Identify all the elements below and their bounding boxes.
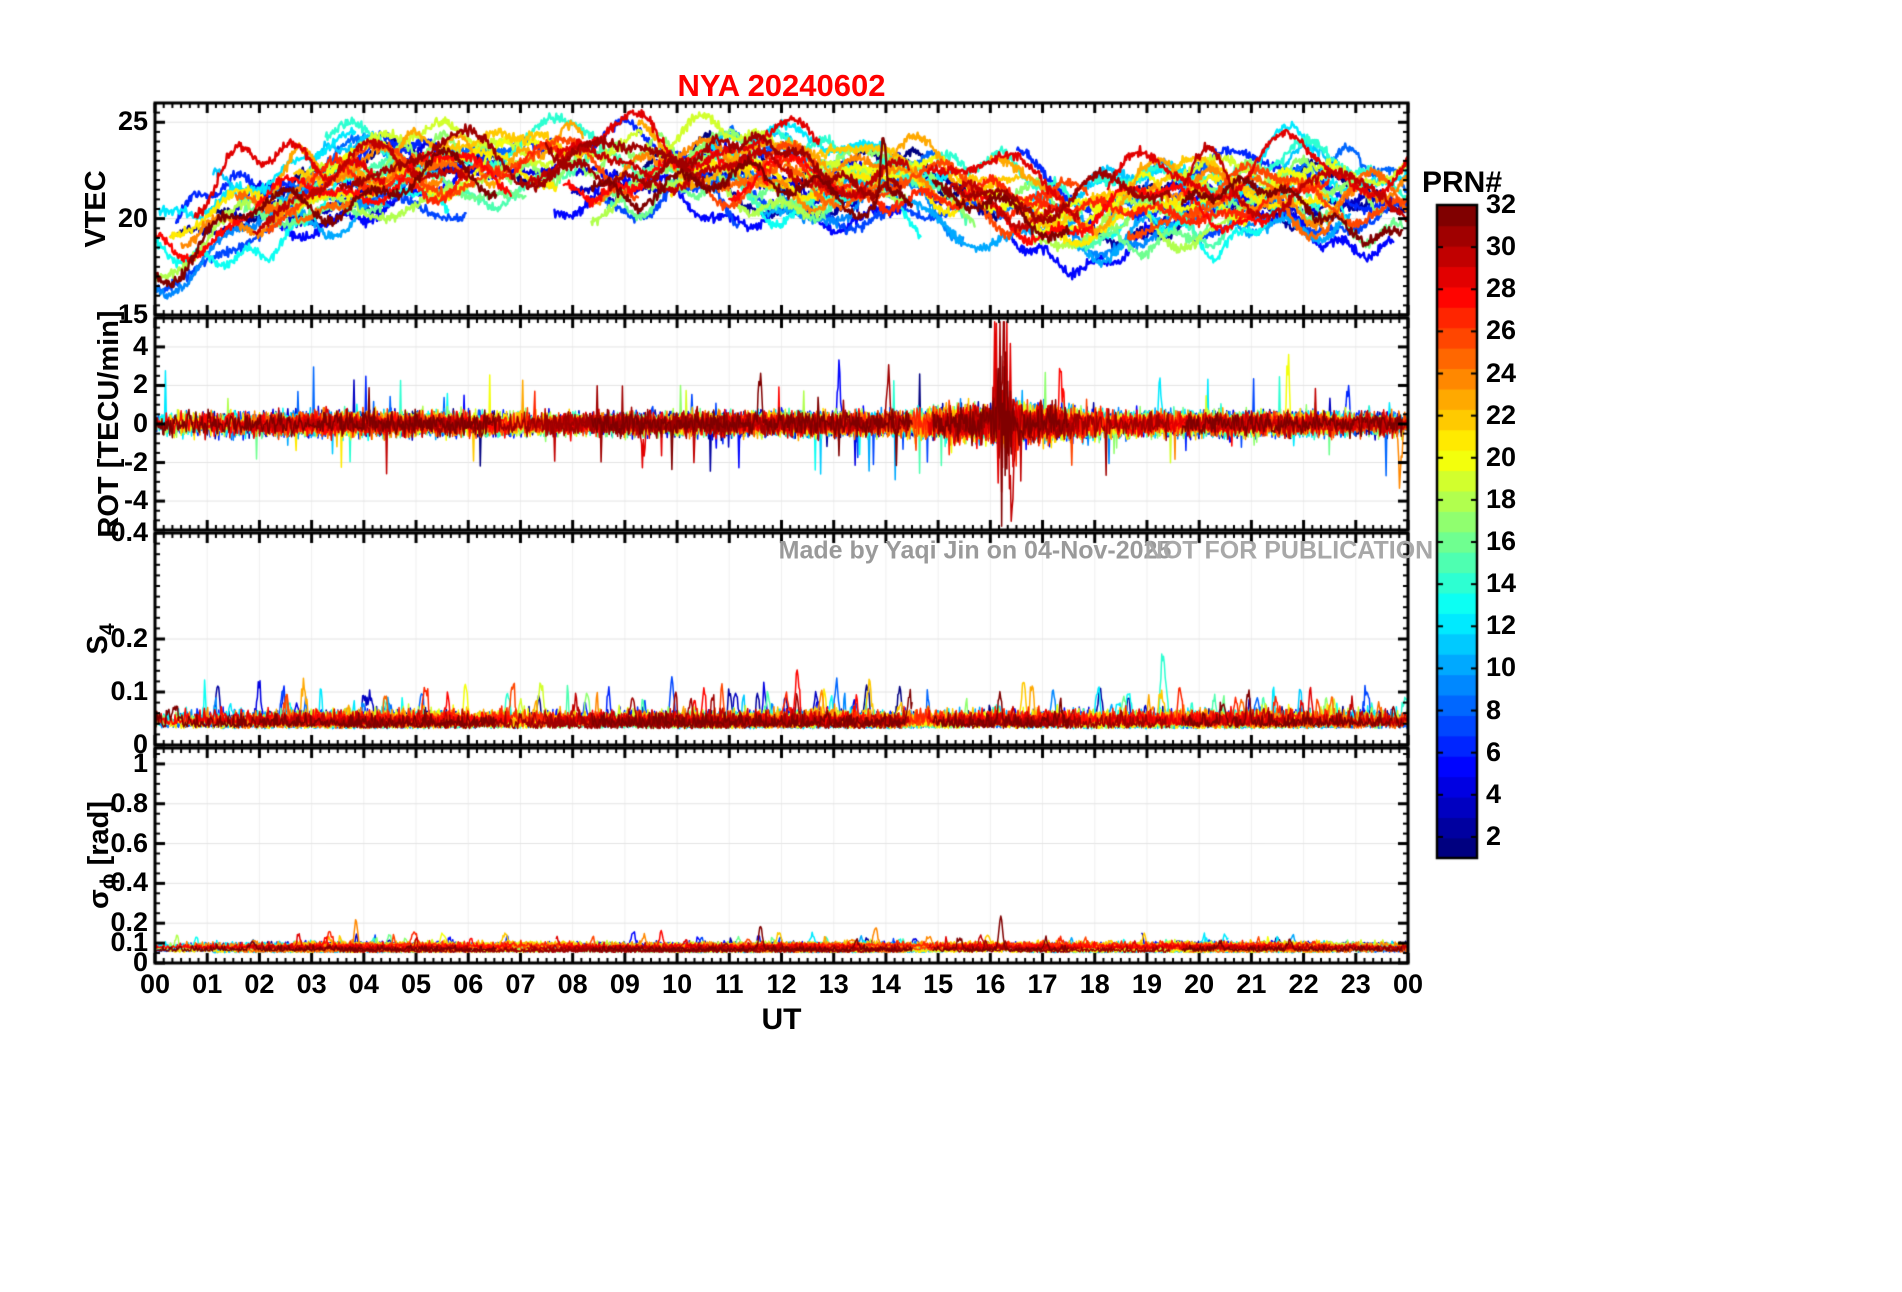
watermark-credit: Made by Yaqi Jin on 04-Nov-2025: [778, 536, 1172, 565]
y-tick-label: 0.1: [110, 676, 148, 706]
x-tick-label: 15: [923, 969, 954, 999]
y-tick-label: 0: [132, 947, 148, 977]
y-tick-label: 0.8: [110, 787, 148, 818]
y-tick-label: 4: [132, 330, 148, 361]
y-tick-label: 0.1: [110, 927, 148, 958]
x-tick-label: 04: [348, 969, 379, 999]
y-tick-label: 20: [117, 202, 148, 233]
x-tick-label: 09: [609, 969, 640, 999]
y-tick-label: 0.2: [110, 907, 148, 938]
colorbar-tick-label: 30: [1486, 231, 1517, 262]
x-tick-label: 22: [1288, 969, 1319, 999]
y-tick-label: 0.4: [110, 867, 148, 898]
x-tick-label: 01: [192, 969, 223, 999]
x-tick-label: 21: [1236, 969, 1267, 999]
x-tick-label: 00: [139, 969, 171, 999]
x-tick-label: 00: [1392, 969, 1424, 999]
y-tick-label: 0: [132, 729, 148, 759]
chart-title: NYA 20240602: [677, 68, 886, 103]
x-axis-label: UT: [761, 1003, 802, 1036]
x-tick-label: 02: [244, 969, 275, 999]
y-tick-label: 0.6: [110, 827, 148, 858]
x-tick-label: 10: [662, 969, 693, 999]
x-tick-label: 11: [715, 969, 744, 999]
colorbar-tick-label: 8: [1486, 694, 1502, 725]
x-tick-label: 20: [1184, 969, 1215, 999]
y-tick-label: 0.2: [110, 623, 148, 653]
y-tick-label: 15: [117, 299, 148, 329]
colorbar-tick-label: 2: [1486, 820, 1502, 851]
x-tick-label: 05: [401, 969, 432, 999]
colorbar-tick-label: 32: [1486, 189, 1517, 219]
colorbar-tick-label: 26: [1486, 315, 1517, 346]
colorbar-tick-label: 18: [1486, 483, 1517, 514]
colorbar-tick-label: 6: [1486, 736, 1502, 767]
y-tick-label: 2: [132, 369, 148, 400]
colorbar-tick-label: 28: [1486, 273, 1517, 304]
colorbar-tick-label: 14: [1486, 568, 1517, 599]
y-tick-label: -2: [123, 446, 148, 477]
colorbar-tick-label: 20: [1486, 441, 1517, 472]
x-tick-label: 14: [870, 969, 901, 999]
x-tick-label: 07: [505, 969, 536, 999]
colorbar-tick-label: 10: [1486, 652, 1517, 683]
colorbar-tick-label: 12: [1486, 610, 1517, 641]
x-tick-label: 12: [766, 969, 797, 999]
x-tick-label: 03: [296, 969, 327, 999]
x-tick-label: 18: [1079, 969, 1110, 999]
y-tick-label: -4: [123, 485, 148, 516]
y-tick-label: 25: [117, 106, 148, 137]
colorbar-tick-label: 4: [1486, 778, 1502, 809]
watermark-notice: NOT FOR PUBLICATION: [1144, 536, 1434, 565]
x-tick-label: 16: [975, 969, 1006, 999]
x-tick-label: 17: [1027, 969, 1058, 999]
x-tick-label: 19: [1131, 969, 1162, 999]
x-tick-label: 23: [1340, 969, 1371, 999]
x-tick-label: 13: [818, 969, 849, 999]
colorbar-tick-label: 24: [1486, 357, 1517, 388]
x-tick-label: 08: [557, 969, 588, 999]
colorbar-tick-label: 16: [1486, 526, 1517, 557]
x-tick-label: 06: [453, 969, 484, 999]
colorbar-title: PRN#: [1421, 166, 1503, 199]
y-tick-label: 0.4: [110, 517, 148, 547]
y-tick-label: 0: [132, 408, 148, 438]
colorbar-tick-label: 22: [1486, 399, 1517, 430]
y-tick-label: 1: [132, 747, 148, 778]
